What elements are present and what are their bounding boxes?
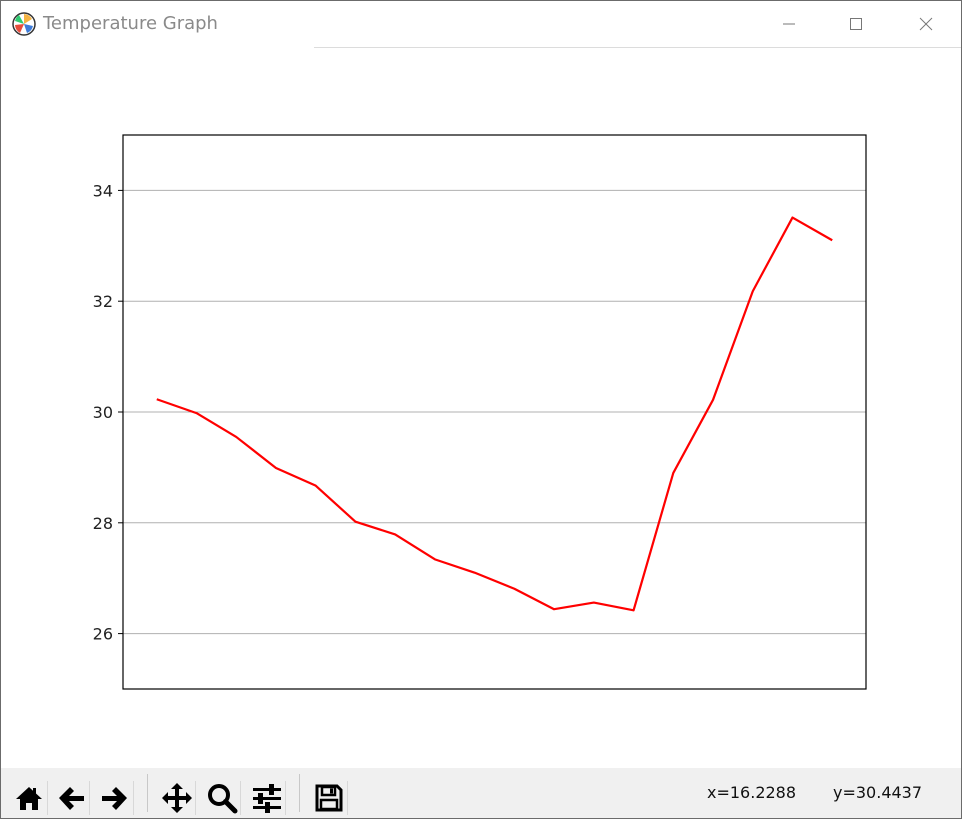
- matplotlib-icon: [12, 12, 36, 36]
- back-arrow-icon: [59, 787, 84, 810]
- minimize-button[interactable]: [760, 1, 818, 47]
- close-icon: [919, 17, 933, 31]
- home-button[interactable]: [11, 781, 48, 815]
- y-tick-label: 34: [93, 181, 113, 200]
- plot-canvas[interactable]: 26 28 30 32 34: [1, 48, 961, 768]
- configure-subplots-icon: [253, 784, 281, 813]
- close-button[interactable]: [897, 1, 955, 47]
- y-coordinate-readout: y=30.4437: [833, 783, 923, 802]
- minimize-icon: [783, 23, 795, 25]
- forward-button[interactable]: [97, 781, 134, 815]
- save-button[interactable]: [311, 781, 348, 815]
- zoom-button[interactable]: [204, 781, 241, 815]
- zoom-icon: [208, 784, 238, 814]
- y-tick-label: 30: [93, 403, 113, 422]
- toolbar-separator: [147, 774, 148, 812]
- title-divider: [314, 47, 961, 48]
- axes-frame: [122, 134, 867, 690]
- navigation-toolbar: [1, 768, 961, 818]
- maximize-button[interactable]: [827, 1, 885, 47]
- toolbar-separator: [299, 774, 300, 812]
- maximize-icon: [850, 18, 862, 30]
- temperature-chart[interactable]: 26 28 30 32 34: [1, 48, 961, 768]
- configure-subplots-button[interactable]: [249, 781, 286, 815]
- back-button[interactable]: [53, 781, 90, 815]
- pan-button[interactable]: [159, 781, 196, 815]
- title-bar[interactable]: Temperature Graph: [1, 1, 961, 48]
- forward-arrow-icon: [102, 787, 127, 810]
- temperature-series-line: [156, 216, 833, 612]
- y-tick-label: 28: [93, 514, 113, 533]
- y-tick-label: 32: [93, 292, 113, 311]
- home-icon: [16, 787, 42, 810]
- window-title: Temperature Graph: [43, 13, 218, 34]
- pan-icon: [162, 783, 192, 813]
- x-coordinate-readout: x=16.2288: [707, 783, 797, 802]
- save-icon: [315, 784, 343, 812]
- y-tick-label: 26: [93, 625, 113, 644]
